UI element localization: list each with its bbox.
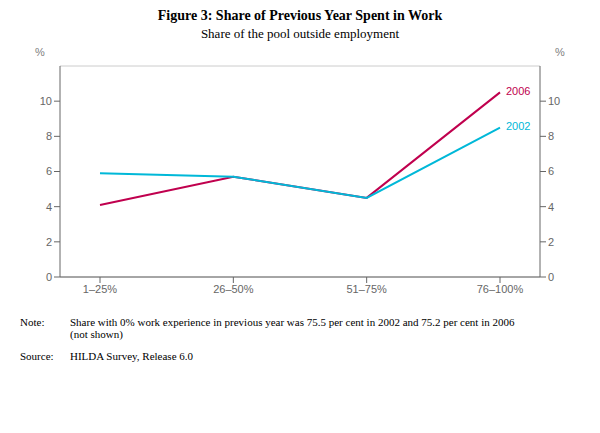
svg-text:%: % — [555, 46, 565, 58]
svg-text:2: 2 — [548, 236, 554, 248]
svg-text:0: 0 — [548, 271, 554, 283]
svg-text:4: 4 — [46, 201, 52, 213]
html-text:Note:: Note: — [20, 316, 45, 328]
svg-text:8: 8 — [46, 130, 52, 142]
svg-text:10: 10 — [40, 95, 52, 107]
svg-text:1–25%: 1–25% — [83, 283, 117, 295]
svg-text:51–75%: 51–75% — [346, 283, 387, 295]
html-text:Share of the pool outside empl: Share of the pool outside employment — [200, 26, 400, 41]
html-text:(not shown): (not shown) — [70, 328, 123, 340]
svg-text:6: 6 — [548, 165, 554, 177]
svg-text:76–100%: 76–100% — [477, 283, 524, 295]
svg-text:26–50%: 26–50% — [213, 283, 254, 295]
svg-text:2002: 2002 — [506, 120, 530, 132]
svg-text:%: % — [35, 46, 45, 58]
html-text:HILDA Survey, Release 6.0: HILDA Survey, Release 6.0 — [70, 350, 193, 362]
html-text:Figure 3: Share of Previous Ye: Figure 3: Share of Previous Year Spent i… — [157, 8, 443, 23]
html-text:Source:: Source: — [20, 350, 54, 362]
svg-text:6: 6 — [46, 165, 52, 177]
svg-text:10: 10 — [548, 95, 560, 107]
svg-text:0: 0 — [46, 271, 52, 283]
svg-text:2006: 2006 — [506, 85, 530, 97]
svg-text:4: 4 — [548, 201, 554, 213]
html-text:Share with 0% work experience: Share with 0% work experience in previou… — [70, 316, 515, 328]
svg-text:2: 2 — [46, 236, 52, 248]
svg-text:8: 8 — [548, 130, 554, 142]
